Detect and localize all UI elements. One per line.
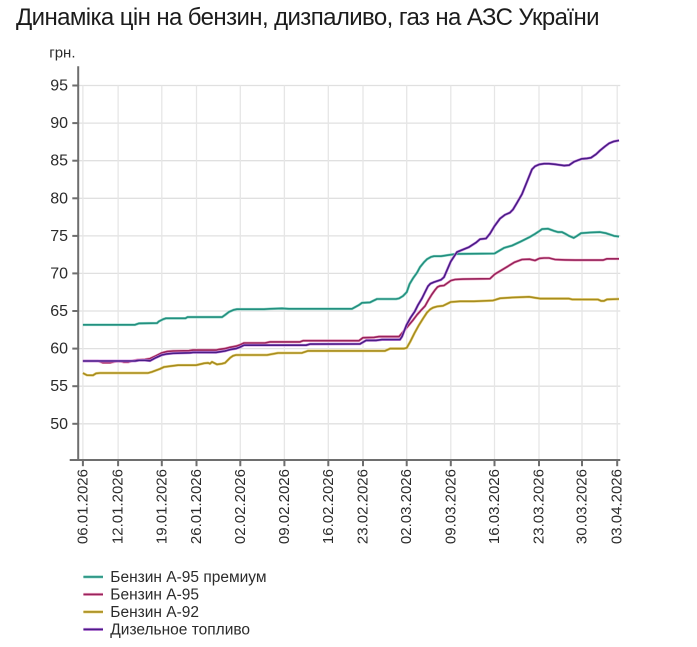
svg-text:02.02.2026: 02.02.2026 xyxy=(232,469,249,544)
svg-text:23.03.2026: 23.03.2026 xyxy=(531,469,548,544)
svg-text:16.02.2026: 16.02.2026 xyxy=(320,469,337,544)
svg-text:Бензин А-95: Бензин А-95 xyxy=(110,587,199,604)
svg-text:06.01.2026: 06.01.2026 xyxy=(74,469,91,544)
svg-text:75: 75 xyxy=(50,228,68,245)
svg-text:55: 55 xyxy=(50,378,68,395)
svg-text:80: 80 xyxy=(50,190,68,207)
svg-text:90: 90 xyxy=(50,115,68,132)
svg-text:19.01.2026: 19.01.2026 xyxy=(153,469,170,544)
svg-text:03.04.2026: 03.04.2026 xyxy=(609,469,626,544)
svg-text:09.02.2026: 09.02.2026 xyxy=(276,469,293,544)
svg-text:Бензин А-95 премиум: Бензин А-95 премиум xyxy=(110,569,266,586)
svg-text:23.02.2026: 23.02.2026 xyxy=(355,469,372,544)
svg-text:65: 65 xyxy=(50,303,68,320)
svg-text:30.03.2026: 30.03.2026 xyxy=(574,469,591,544)
svg-text:Бензин А-92: Бензин А-92 xyxy=(110,604,199,621)
svg-text:Дизельное топливо: Дизельное топливо xyxy=(110,622,250,639)
svg-text:16.03.2026: 16.03.2026 xyxy=(486,469,503,544)
svg-text:грн.: грн. xyxy=(49,45,75,62)
svg-text:60: 60 xyxy=(50,341,68,358)
svg-text:26.01.2026: 26.01.2026 xyxy=(188,469,205,544)
svg-text:95: 95 xyxy=(50,78,68,95)
svg-text:02.03.2026: 02.03.2026 xyxy=(398,469,415,544)
svg-text:85: 85 xyxy=(50,153,68,170)
svg-text:12.01.2026: 12.01.2026 xyxy=(110,469,127,544)
svg-text:70: 70 xyxy=(50,265,68,282)
svg-text:50: 50 xyxy=(50,416,68,433)
svg-text:09.03.2026: 09.03.2026 xyxy=(442,469,459,544)
